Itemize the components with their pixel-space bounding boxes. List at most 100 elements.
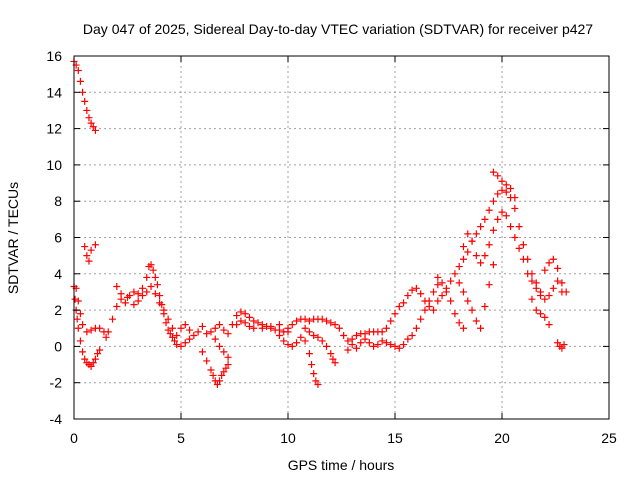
data-point	[186, 335, 194, 343]
data-point	[79, 321, 87, 329]
data-point	[472, 317, 480, 325]
data-point	[177, 342, 185, 350]
data-point	[519, 241, 527, 249]
data-point	[515, 244, 523, 252]
x-tick-label: 25	[601, 430, 617, 446]
data-point	[83, 252, 91, 260]
data-point	[494, 190, 502, 198]
data-point	[198, 348, 206, 356]
data-point	[541, 295, 549, 303]
data-point	[81, 355, 89, 363]
x-tick-label: 20	[494, 430, 510, 446]
data-point	[162, 319, 170, 327]
data-point	[245, 322, 253, 330]
data-point	[79, 348, 87, 356]
data-point	[233, 321, 241, 329]
data-point	[117, 290, 125, 298]
data-point	[554, 264, 562, 272]
data-point	[245, 313, 253, 321]
data-point	[207, 328, 215, 336]
data-point	[91, 241, 99, 249]
data-point	[143, 288, 151, 296]
data-point	[168, 324, 176, 332]
y-tick-label: -2	[50, 375, 63, 391]
data-point	[220, 368, 228, 376]
data-point	[404, 335, 412, 343]
data-point	[91, 126, 99, 134]
data-point	[220, 326, 228, 334]
data-point	[181, 339, 189, 347]
data-point	[89, 359, 97, 367]
data-point	[408, 332, 416, 340]
data-point	[164, 315, 172, 323]
data-point	[160, 306, 168, 314]
data-point	[186, 326, 194, 334]
data-point	[459, 288, 467, 296]
data-point	[511, 234, 519, 241]
data-point	[71, 295, 79, 303]
data-point	[76, 77, 84, 85]
data-point	[344, 337, 352, 345]
data-point	[477, 259, 485, 267]
data-point	[455, 263, 463, 271]
data-point	[73, 315, 81, 323]
data-point	[537, 310, 545, 318]
data-point	[464, 230, 472, 238]
data-point	[489, 168, 497, 176]
data-point	[361, 335, 369, 343]
data-point	[494, 172, 502, 180]
data-point	[96, 346, 104, 354]
data-point	[284, 324, 292, 332]
y-tick-label: 0	[54, 338, 62, 354]
data-point	[541, 313, 549, 321]
data-point	[164, 326, 172, 334]
data-point	[459, 243, 467, 251]
data-point	[250, 317, 258, 325]
data-point	[472, 230, 480, 238]
data-point	[87, 119, 95, 127]
data-point	[374, 341, 382, 349]
data-point	[153, 281, 161, 289]
data-point	[275, 321, 283, 329]
data-point	[541, 266, 549, 274]
data-point	[554, 277, 562, 285]
data-point	[166, 330, 174, 338]
data-point	[181, 321, 189, 329]
data-point	[344, 346, 352, 354]
data-point	[237, 308, 245, 316]
data-point	[549, 284, 557, 292]
data-point	[417, 290, 425, 298]
x-axis-label: GPS time / hours	[288, 457, 395, 473]
grid-lines	[74, 56, 609, 419]
data-point	[498, 186, 506, 194]
data-point	[211, 335, 219, 343]
data-point	[250, 324, 258, 332]
data-point	[171, 337, 179, 345]
data-point	[545, 321, 553, 329]
data-point	[151, 290, 159, 298]
data-point	[173, 332, 181, 340]
data-point	[258, 324, 266, 332]
data-point	[83, 106, 91, 114]
data-point	[216, 342, 224, 350]
data-point	[327, 350, 335, 358]
data-point	[318, 315, 326, 323]
data-point	[477, 324, 485, 332]
data-point	[331, 359, 339, 367]
data-point	[507, 184, 515, 192]
data-point	[224, 353, 232, 361]
data-point	[209, 371, 217, 379]
data-point	[378, 337, 386, 345]
data-point	[310, 332, 318, 340]
data-point	[528, 295, 536, 303]
data-point	[447, 277, 455, 285]
data-point	[481, 215, 489, 223]
data-point	[554, 339, 562, 347]
data-point	[348, 341, 356, 349]
data-point	[438, 279, 446, 287]
data-point	[76, 337, 84, 345]
data-point	[387, 317, 395, 325]
data-point	[222, 364, 230, 372]
data-point	[190, 332, 198, 340]
data-point	[549, 255, 557, 263]
